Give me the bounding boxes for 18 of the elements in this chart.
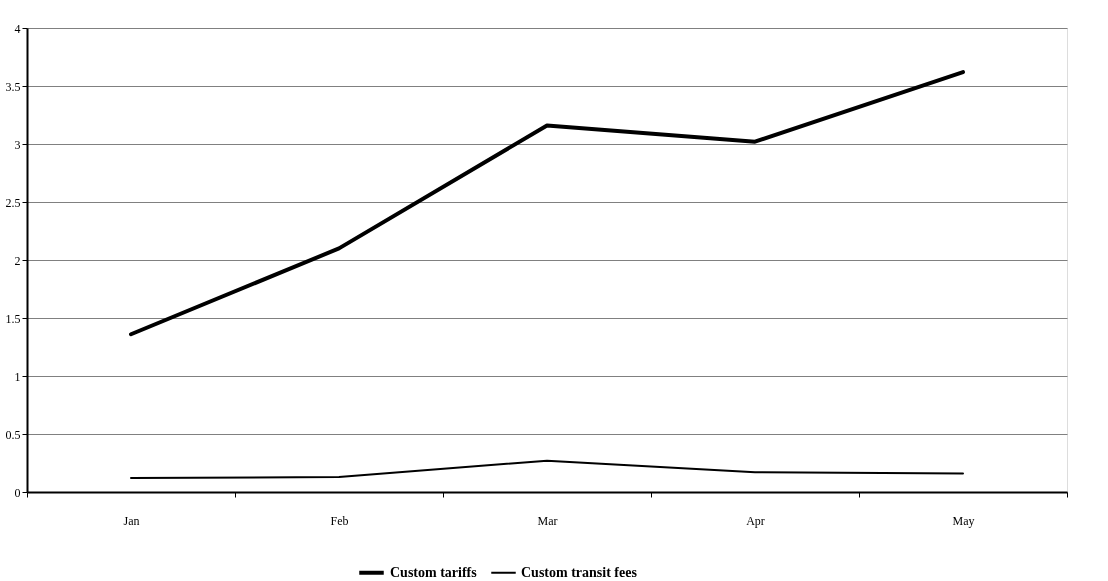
legend-label: Custom transit fees <box>521 564 638 580</box>
y-tick-label: 4 <box>14 21 21 36</box>
line-series <box>130 459 964 480</box>
y-tick-label: 2 <box>14 253 21 268</box>
y-tick-label: 1 <box>14 369 21 384</box>
y-tick-label: 3.5 <box>5 79 21 94</box>
x-tick-label: Apr <box>746 513 765 528</box>
y-tick-label: 0 <box>14 485 21 500</box>
x-tick-label: May <box>952 513 975 528</box>
legend-label: Custom tariffs <box>390 564 478 580</box>
y-tick-label: 2.5 <box>5 195 21 210</box>
x-tick-label: Mar <box>537 513 558 528</box>
x-tick-label: Feb <box>330 513 349 528</box>
y-tick-label: 1.5 <box>5 311 21 326</box>
y-tick-label: 0.5 <box>5 427 21 442</box>
line-series <box>129 70 965 337</box>
x-tick-label: Jan <box>123 513 140 528</box>
y-tick-label: 3 <box>14 137 21 152</box>
